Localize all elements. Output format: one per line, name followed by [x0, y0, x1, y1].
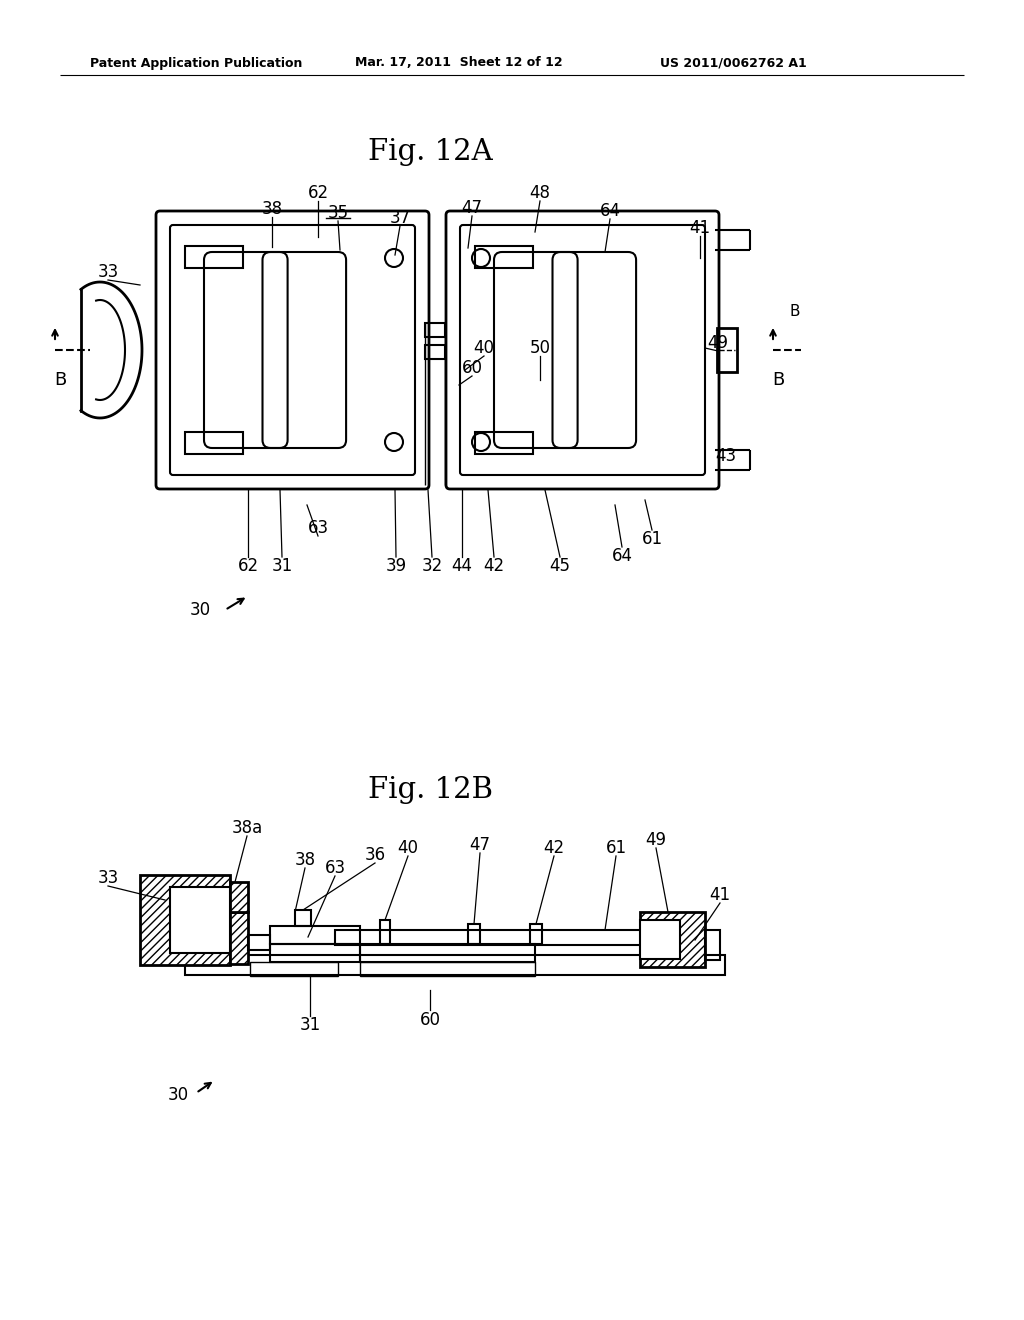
Text: 38: 38 — [295, 851, 315, 869]
Text: 45: 45 — [550, 557, 570, 576]
Text: 36: 36 — [365, 846, 386, 865]
Bar — [185, 432, 243, 454]
Bar — [230, 882, 248, 912]
Bar — [250, 962, 338, 975]
Bar — [705, 931, 720, 960]
Bar — [380, 920, 390, 944]
Text: 64: 64 — [599, 202, 621, 220]
Text: 33: 33 — [97, 263, 119, 281]
Text: B: B — [790, 305, 800, 319]
Text: 42: 42 — [483, 557, 505, 576]
Text: 49: 49 — [645, 832, 667, 849]
Bar — [335, 931, 695, 945]
Bar — [140, 875, 230, 965]
Text: 61: 61 — [605, 840, 627, 857]
Text: 41: 41 — [689, 219, 711, 238]
Text: 62: 62 — [307, 183, 329, 202]
Text: 64: 64 — [611, 546, 633, 565]
Text: 41: 41 — [710, 886, 730, 904]
Text: 32: 32 — [421, 557, 442, 576]
Bar — [717, 327, 737, 372]
Text: 48: 48 — [529, 183, 551, 202]
Bar — [468, 924, 480, 944]
Text: 47: 47 — [462, 199, 482, 216]
Bar — [360, 962, 535, 975]
Text: 39: 39 — [385, 557, 407, 576]
Text: 31: 31 — [271, 557, 293, 576]
Text: B: B — [772, 371, 784, 389]
Text: 42: 42 — [544, 840, 564, 857]
Text: Mar. 17, 2011  Sheet 12 of 12: Mar. 17, 2011 Sheet 12 of 12 — [355, 57, 562, 70]
Bar — [230, 912, 248, 964]
Bar — [270, 927, 360, 944]
Bar — [425, 323, 445, 337]
Bar — [360, 944, 535, 962]
Bar — [425, 345, 445, 359]
Text: 40: 40 — [473, 339, 495, 356]
Text: Fig. 12B: Fig. 12B — [368, 776, 493, 804]
Text: 38: 38 — [261, 201, 283, 218]
Text: Fig. 12A: Fig. 12A — [368, 139, 493, 166]
Bar — [248, 935, 270, 950]
Bar — [530, 924, 542, 944]
Text: 37: 37 — [389, 209, 411, 227]
Bar — [270, 944, 360, 962]
Text: 62: 62 — [238, 557, 259, 576]
Bar — [170, 887, 230, 953]
Text: 60: 60 — [420, 1011, 440, 1030]
Text: 50: 50 — [529, 339, 551, 356]
Text: 30: 30 — [189, 601, 211, 619]
Text: 63: 63 — [307, 519, 329, 537]
Bar — [295, 909, 311, 927]
Text: 38a: 38a — [231, 818, 262, 837]
Bar — [185, 954, 725, 975]
Bar — [475, 246, 534, 268]
Text: 60: 60 — [462, 359, 482, 378]
Text: B: B — [54, 371, 67, 389]
Text: 47: 47 — [469, 836, 490, 854]
Bar — [640, 912, 705, 968]
Text: 30: 30 — [168, 1086, 188, 1104]
Text: 33: 33 — [97, 869, 119, 887]
Text: 31: 31 — [299, 1016, 321, 1034]
Text: US 2011/0062762 A1: US 2011/0062762 A1 — [660, 57, 807, 70]
Text: 63: 63 — [325, 859, 345, 876]
Text: 49: 49 — [708, 334, 728, 352]
Text: 40: 40 — [397, 840, 419, 857]
Text: Patent Application Publication: Patent Application Publication — [90, 57, 302, 70]
Text: 35: 35 — [328, 205, 348, 222]
Text: 44: 44 — [452, 557, 472, 576]
Bar — [185, 246, 243, 268]
Text: 43: 43 — [716, 447, 736, 465]
Bar — [475, 432, 534, 454]
Text: 61: 61 — [641, 531, 663, 548]
Bar — [640, 920, 680, 960]
